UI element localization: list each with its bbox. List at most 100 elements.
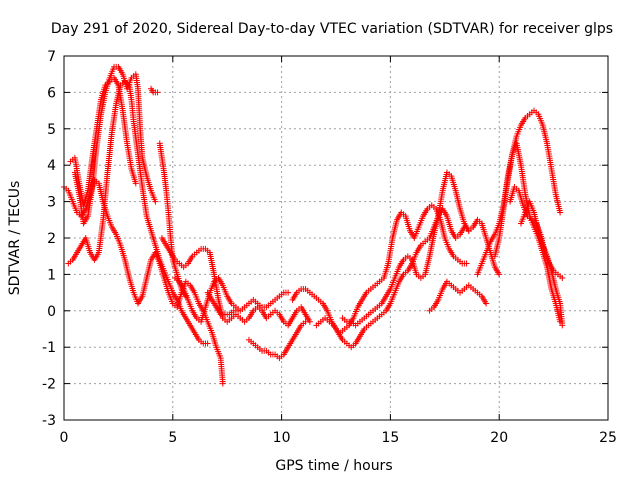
data-point: [150, 88, 152, 90]
data-point: [274, 310, 276, 312]
data-point: [468, 230, 470, 232]
data-point: [130, 77, 133, 79]
y-tick-label: -3: [42, 413, 56, 429]
y-tick-label: 4: [47, 158, 56, 174]
data-point: [274, 353, 276, 356]
data-point: [113, 66, 115, 68]
data-point: [154, 91, 156, 93]
data-point: [98, 251, 100, 254]
data-point: [257, 306, 259, 308]
data-point: [115, 233, 117, 235]
series-track-7: [158, 235, 313, 329]
data-point: [161, 237, 163, 239]
data-point: [176, 273, 178, 275]
data-point: [85, 237, 87, 239]
data-point: [265, 306, 267, 308]
data-point: [459, 233, 461, 235]
data-point: [204, 306, 207, 308]
series-track-16: [491, 107, 564, 260]
data-point: [394, 277, 396, 279]
data-point: [172, 302, 174, 305]
data-point: [163, 270, 165, 272]
data-point: [376, 317, 378, 319]
data-point: [300, 306, 302, 308]
data-point: [235, 306, 237, 308]
data-point: [278, 357, 281, 359]
data-point: [126, 142, 128, 144]
data-point: [365, 292, 368, 294]
data-point: [283, 292, 285, 294]
data-point: [341, 317, 344, 319]
data-point: [224, 313, 226, 316]
data-point: [442, 208, 444, 210]
data-point: [437, 215, 439, 217]
data-point: [555, 302, 557, 305]
data-point: [442, 288, 444, 290]
data-point: [472, 288, 474, 290]
data-point: [96, 128, 98, 130]
data-point: [78, 193, 80, 195]
data-point: [322, 302, 324, 305]
data-point: [337, 332, 339, 334]
data-point: [524, 193, 526, 195]
data-point: [533, 110, 535, 112]
x-tick-label: 25: [599, 430, 617, 446]
data-point: [146, 215, 148, 217]
data-point: [509, 201, 511, 203]
data-point: [222, 383, 224, 385]
data-point: [87, 215, 89, 217]
data-point: [85, 208, 87, 210]
data-point: [304, 288, 307, 290]
data-point: [326, 310, 328, 312]
data-point: [150, 190, 152, 192]
data-point: [150, 259, 152, 261]
data-point: [183, 266, 185, 268]
data-point: [287, 324, 289, 326]
data-point: [198, 339, 200, 341]
data-point: [291, 339, 294, 341]
series-track-13: [339, 205, 472, 329]
data-point: [450, 230, 452, 232]
data-point: [537, 230, 539, 232]
data-point: [257, 302, 259, 305]
data-point: [300, 324, 302, 326]
data-point: [494, 233, 496, 235]
data-point: [191, 310, 193, 312]
y-tick-label: 1: [47, 267, 56, 283]
data-point: [283, 321, 285, 323]
data-point: [133, 292, 135, 294]
data-point: [161, 157, 163, 159]
x-tick-label: 15: [381, 430, 399, 446]
data-point: [117, 84, 119, 86]
data-point: [518, 190, 520, 192]
data-point: [72, 201, 74, 203]
data-point: [376, 306, 378, 308]
y-tick-label: 7: [47, 49, 56, 65]
x-tick-label: 0: [60, 430, 69, 446]
data-point: [537, 113, 539, 115]
data-point: [315, 324, 318, 326]
data-point: [150, 230, 152, 232]
data-point: [106, 215, 109, 217]
data-point: [391, 237, 394, 239]
data-point: [359, 321, 361, 323]
data-point: [368, 324, 370, 326]
data-point: [309, 292, 311, 294]
data-point: [357, 306, 359, 308]
axis-ticks: 0 5 10 15 20 25 -3 -2 -1 0 1 2 3 4 5 6 7: [42, 49, 617, 446]
data-point: [457, 259, 459, 261]
data-point: [428, 255, 431, 257]
data-point: [137, 153, 139, 155]
data-point: [555, 193, 557, 195]
data-point: [270, 313, 272, 316]
data-point: [533, 211, 535, 214]
data-point: [520, 124, 522, 126]
data-point: [459, 292, 461, 294]
data-point: [146, 277, 148, 279]
data-point: [433, 306, 435, 308]
data-point: [137, 302, 139, 305]
data-point: [526, 215, 529, 217]
data-point: [368, 313, 370, 316]
data-point: [361, 299, 363, 301]
data-point: [531, 219, 533, 221]
